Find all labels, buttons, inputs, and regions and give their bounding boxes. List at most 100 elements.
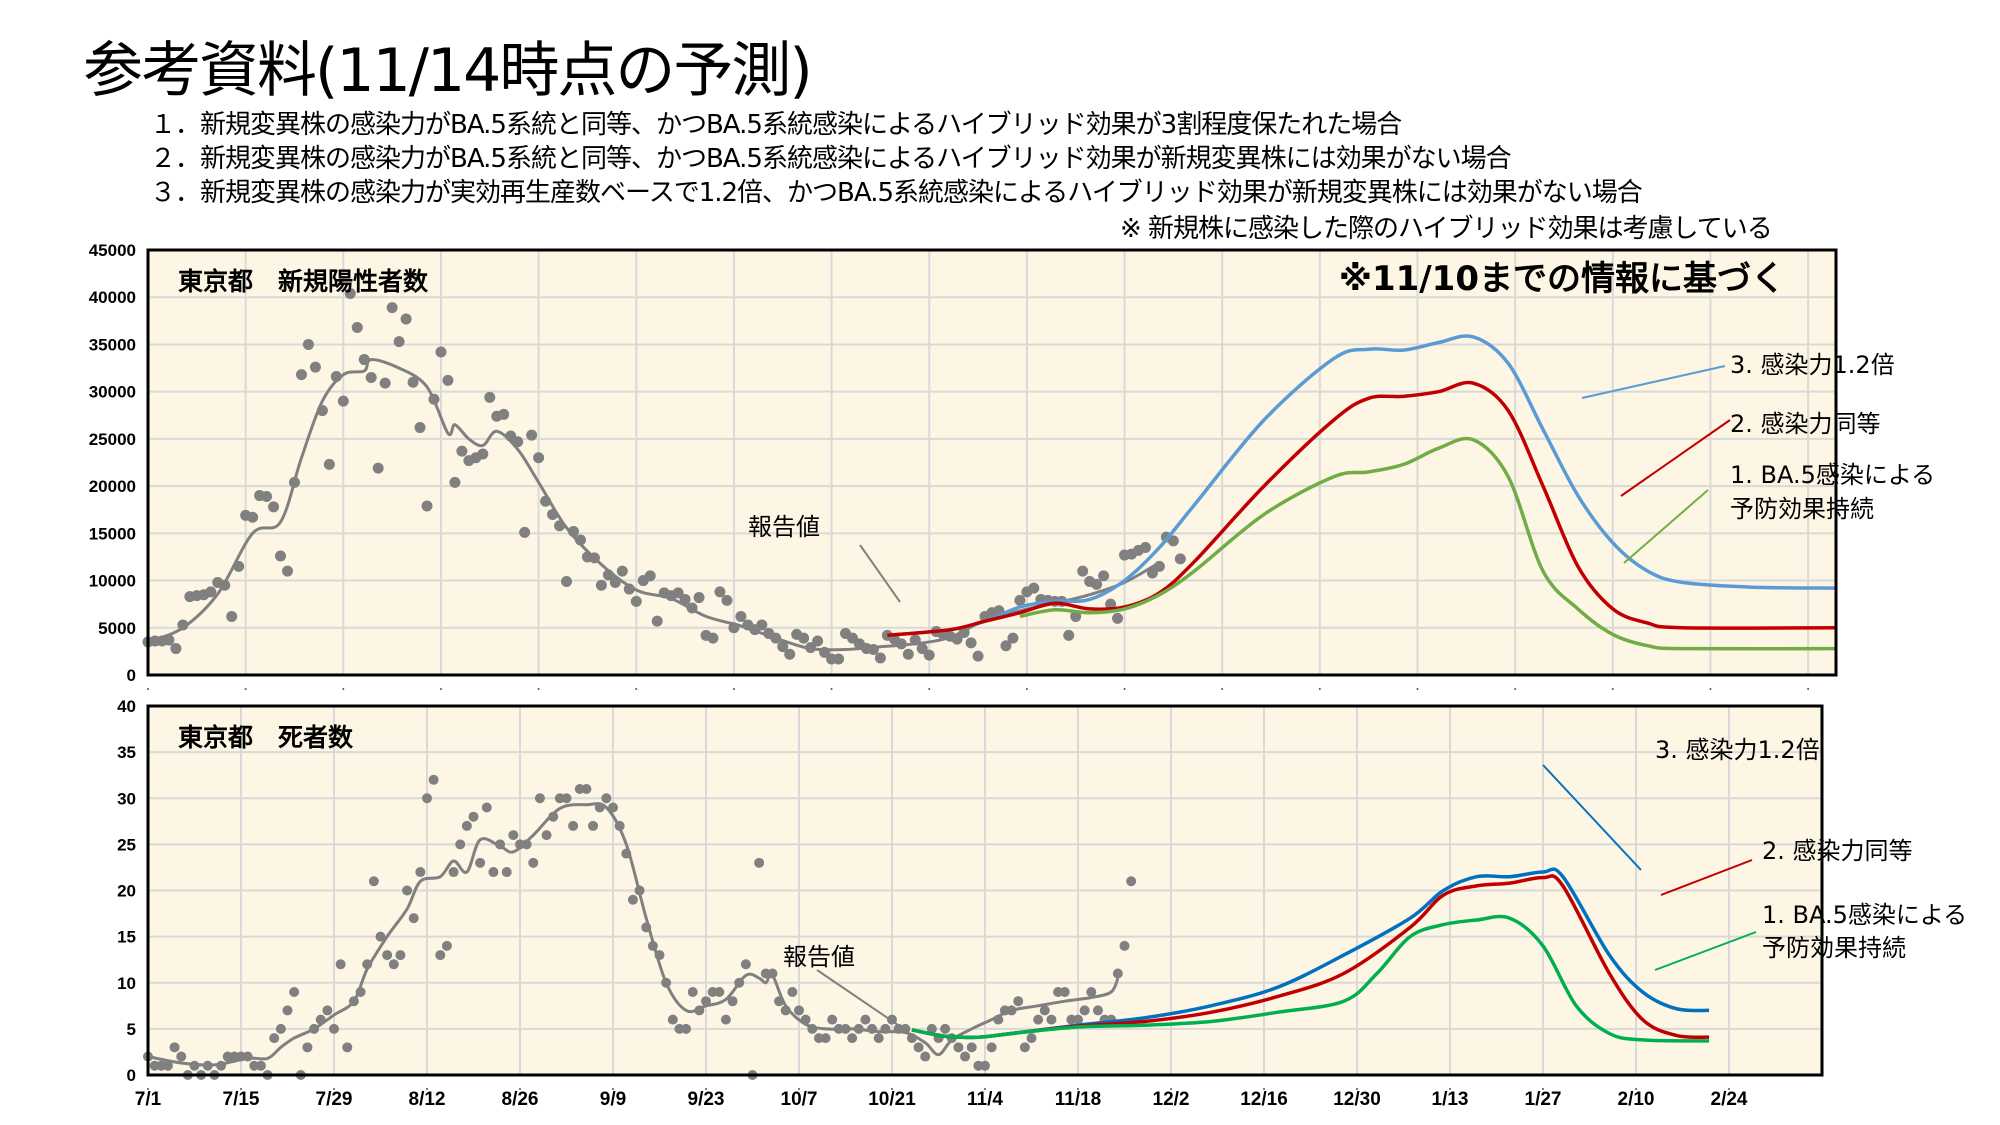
reported-point	[567, 525, 579, 537]
x-tick-mark	[984, 1088, 986, 1090]
reported-point	[481, 802, 492, 813]
reported-point	[756, 619, 768, 631]
x-tick-mark	[1416, 688, 1419, 690]
legend-leader-line	[1620, 419, 1731, 497]
reported-point	[498, 408, 510, 420]
reported-point	[261, 491, 273, 502]
reported-point	[379, 377, 391, 389]
reported-point	[630, 595, 642, 607]
reported-point	[282, 1005, 293, 1016]
x-tick-mark	[1807, 688, 1810, 690]
reported-point	[860, 1014, 871, 1025]
reported-point	[926, 1023, 937, 1034]
reported-point	[833, 653, 845, 665]
reported-point	[602, 569, 614, 581]
reported-point	[1086, 986, 1097, 997]
reported-point	[720, 1014, 731, 1025]
y-tick-label: 5000	[98, 619, 136, 638]
reported-point	[169, 1042, 180, 1053]
x-tick-mark	[1221, 688, 1224, 690]
x-tick-mark	[732, 688, 735, 690]
reported-point	[455, 839, 466, 850]
reported-point	[721, 594, 733, 606]
reported-point	[694, 1005, 705, 1016]
x-tick-label: 8/26	[502, 1089, 539, 1110]
reported-point	[205, 586, 217, 598]
reported-point	[953, 1042, 964, 1053]
reported-point	[594, 802, 605, 813]
legend-label: 1. BA.5感染による	[1762, 901, 1967, 929]
legend-leader-line	[1542, 764, 1642, 871]
chart-title: 東京都 新規陽性者数	[178, 267, 429, 296]
reported-point	[309, 361, 321, 373]
y-tick-label: 35000	[89, 335, 136, 354]
y-tick-label: 20000	[89, 477, 136, 496]
reported-point	[400, 313, 412, 325]
reported-point	[547, 508, 559, 520]
y-tick-label: 40	[117, 697, 136, 716]
reported-point	[1091, 578, 1103, 590]
y-tick-label: 10	[117, 974, 136, 993]
reported-point	[609, 576, 621, 588]
x-tick-mark	[1635, 1088, 1637, 1090]
reported-point	[337, 395, 349, 407]
x-tick-mark	[1709, 688, 1712, 690]
reported-point	[767, 968, 778, 979]
reported-point	[255, 1060, 266, 1071]
reported-point	[402, 885, 413, 896]
reported-point	[275, 1023, 286, 1034]
reported-point	[960, 1051, 971, 1062]
reported-point	[548, 811, 559, 822]
reported-point	[408, 913, 419, 924]
reported-point	[495, 839, 506, 850]
reported-point	[1073, 1014, 1083, 1025]
x-tick-mark	[798, 1088, 800, 1090]
reported-point	[344, 287, 356, 299]
x-tick-mark	[705, 1088, 707, 1090]
reported-point	[621, 848, 632, 859]
reported-point	[534, 793, 545, 804]
reported-point	[488, 867, 499, 878]
reported-point	[812, 635, 824, 647]
reported-point	[351, 321, 363, 333]
x-tick-mark	[1123, 688, 1126, 690]
y-tick-label: 15000	[89, 524, 136, 543]
x-tick-mark	[1077, 1088, 1079, 1090]
reported-point	[1153, 560, 1165, 572]
x-tick-mark	[1356, 1088, 1358, 1090]
reported-point	[627, 894, 638, 905]
reported-point	[1014, 594, 1026, 606]
reported-point	[616, 565, 628, 577]
x-tick-label: 10/21	[868, 1089, 916, 1110]
reported-point	[623, 583, 635, 595]
reported-point	[819, 646, 831, 658]
reported-point	[661, 977, 672, 988]
hybrid-note: ※ 新規株に感染した際のハイブリッド効果は考慮している	[1120, 214, 1773, 244]
x-tick-mark	[928, 688, 931, 690]
x-tick-mark	[342, 688, 345, 690]
reported-point	[681, 1023, 692, 1034]
reported-point	[614, 820, 625, 831]
x-tick-mark	[635, 688, 638, 690]
reported-point	[519, 526, 531, 538]
reported-point	[568, 820, 579, 831]
reported-point	[428, 393, 440, 405]
reported-point	[323, 458, 335, 470]
x-tick-mark	[519, 1088, 521, 1090]
reported-point	[275, 550, 287, 562]
reported-point	[395, 950, 406, 961]
reported-point	[923, 649, 935, 661]
info-date-note: ※11/10までの情報に基づく	[1339, 259, 1785, 299]
reported-point	[216, 1060, 227, 1071]
reported-point	[940, 1023, 951, 1034]
reported-point	[289, 986, 300, 997]
reported-point	[322, 1005, 333, 1016]
y-tick-label: 25	[117, 835, 136, 854]
reported-point	[734, 977, 745, 988]
reported-point	[1092, 1005, 1103, 1016]
reported-point	[561, 793, 572, 804]
reported-point	[880, 1023, 891, 1034]
reported-point	[735, 610, 747, 622]
reported-point	[966, 1042, 977, 1053]
reported-point	[827, 1014, 838, 1025]
